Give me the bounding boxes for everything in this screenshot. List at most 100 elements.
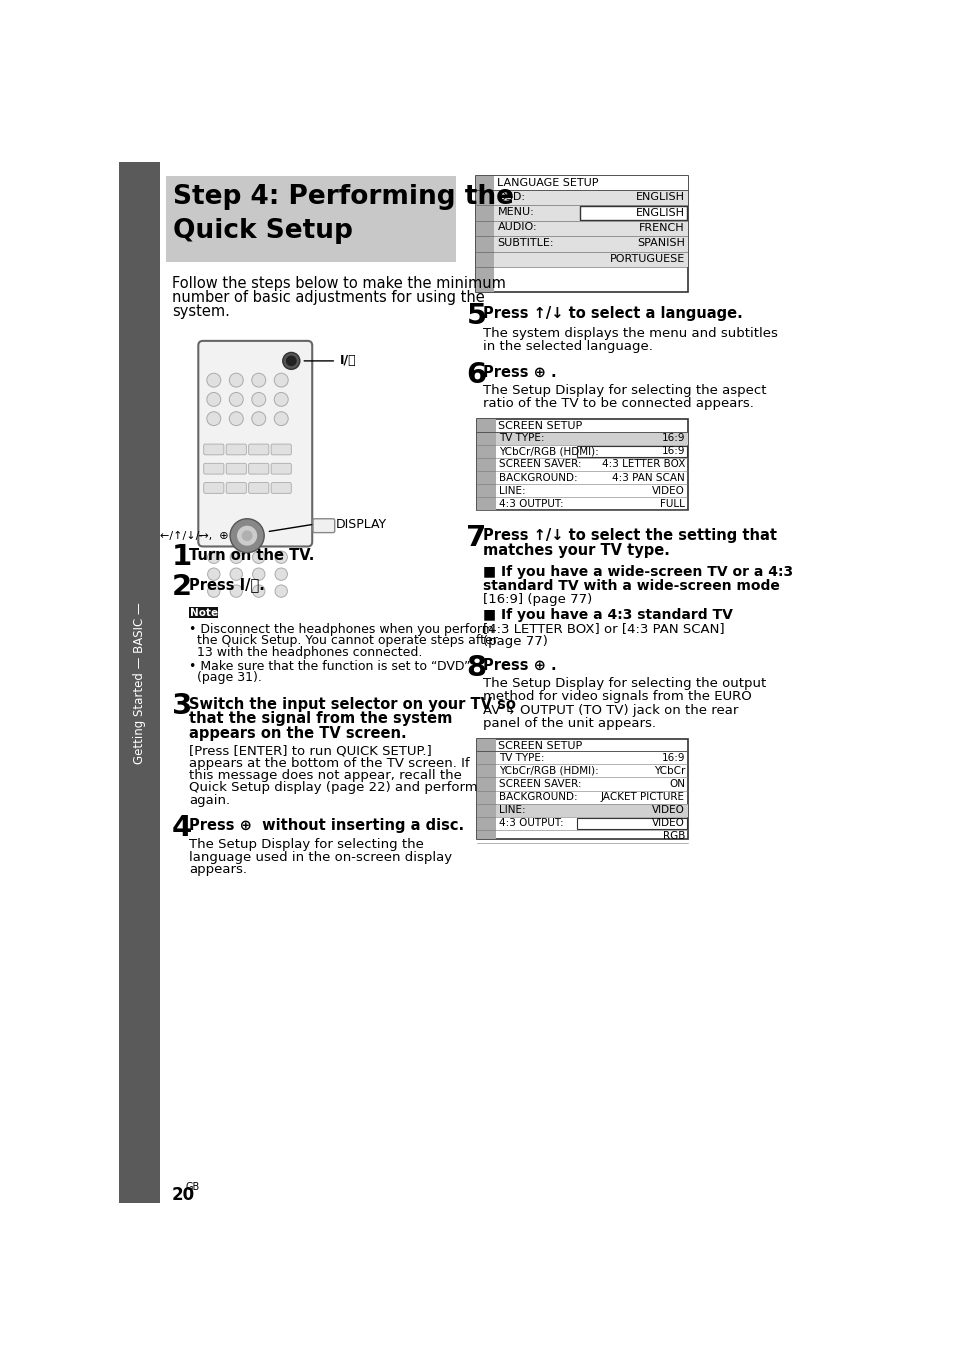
Text: The Setup Display for selecting the: The Setup Display for selecting the <box>189 838 423 852</box>
Text: • Disconnect the headphones when you perform: • Disconnect the headphones when you per… <box>189 623 494 635</box>
Bar <box>494 237 687 251</box>
Text: appears on the TV screen.: appears on the TV screen. <box>189 726 406 741</box>
Text: language used in the on-screen display: language used in the on-screen display <box>189 850 452 864</box>
Circle shape <box>253 585 265 598</box>
Text: Switch the input selector on your TV so: Switch the input selector on your TV so <box>189 696 516 711</box>
Bar <box>494 206 687 220</box>
Circle shape <box>252 392 266 407</box>
Text: LINE:: LINE: <box>498 806 525 815</box>
Bar <box>476 176 687 292</box>
Text: panel of the unit appears.: panel of the unit appears. <box>483 717 656 730</box>
Text: Follow the steps below to make the minimum: Follow the steps below to make the minim… <box>172 276 505 291</box>
Text: LINE:: LINE: <box>498 485 525 496</box>
Text: Press ⊕  without inserting a disc.: Press ⊕ without inserting a disc. <box>189 818 464 833</box>
Text: TV TYPE:: TV TYPE: <box>498 433 544 443</box>
Circle shape <box>274 552 287 564</box>
Text: ■ If you have a wide-screen TV or a 4:3: ■ If you have a wide-screen TV or a 4:3 <box>483 565 793 579</box>
Text: 16:9: 16:9 <box>660 433 684 443</box>
FancyBboxPatch shape <box>249 443 269 454</box>
Text: Turn on the TV.: Turn on the TV. <box>189 548 314 562</box>
Bar <box>476 176 494 292</box>
Text: again.: again. <box>189 794 230 807</box>
FancyBboxPatch shape <box>226 483 246 493</box>
FancyBboxPatch shape <box>204 443 224 454</box>
Text: 4:3 PAN SCAN: 4:3 PAN SCAN <box>612 473 684 483</box>
Text: YCbCr/RGB (HDMI):: YCbCr/RGB (HDMI): <box>498 446 598 457</box>
Text: SCREEN SETUP: SCREEN SETUP <box>497 741 582 750</box>
Text: [4:3 LETTER BOX] or [4:3 PAN SCAN]: [4:3 LETTER BOX] or [4:3 PAN SCAN] <box>483 622 724 635</box>
Bar <box>476 419 496 510</box>
Text: ←/↑/↓/→,  ⊕: ←/↑/↓/→, ⊕ <box>160 531 229 541</box>
Circle shape <box>274 412 288 426</box>
Text: [Press [ENTER] to run QUICK SETUP.]: [Press [ENTER] to run QUICK SETUP.] <box>189 745 432 757</box>
Text: 7: 7 <box>466 525 486 552</box>
Text: method for video signals from the EURO: method for video signals from the EURO <box>483 691 752 703</box>
Bar <box>577 446 686 457</box>
Text: ratio of the TV to be connected appears.: ratio of the TV to be connected appears. <box>483 397 754 410</box>
Circle shape <box>274 392 288 407</box>
Circle shape <box>208 552 220 564</box>
Circle shape <box>230 568 242 580</box>
Text: Press ↑/↓ to select the setting that: Press ↑/↓ to select the setting that <box>483 529 777 544</box>
Circle shape <box>208 568 220 580</box>
Text: Press ⊕ .: Press ⊕ . <box>483 658 557 673</box>
FancyBboxPatch shape <box>204 483 224 493</box>
Text: SCREEN SAVER:: SCREEN SAVER: <box>498 460 581 469</box>
Text: The system displays the menu and subtitles: The system displays the menu and subtitl… <box>483 327 778 339</box>
Text: 13 with the headphones connected.: 13 with the headphones connected. <box>189 646 422 658</box>
Text: this message does not appear, recall the: this message does not appear, recall the <box>189 769 461 781</box>
Bar <box>476 740 687 840</box>
Circle shape <box>282 353 299 369</box>
FancyBboxPatch shape <box>198 341 312 546</box>
Circle shape <box>207 392 220 407</box>
Text: (page 31).: (page 31). <box>189 671 262 684</box>
FancyBboxPatch shape <box>204 464 224 475</box>
Circle shape <box>241 530 253 541</box>
Text: Note: Note <box>190 608 217 618</box>
Circle shape <box>229 412 243 426</box>
Circle shape <box>207 412 220 426</box>
Bar <box>166 176 456 262</box>
Text: ON: ON <box>668 779 684 790</box>
Text: AUDIO:: AUDIO: <box>497 222 537 233</box>
Text: ■ If you have a 4:3 standard TV: ■ If you have a 4:3 standard TV <box>483 608 733 622</box>
Circle shape <box>230 585 242 598</box>
Bar <box>494 251 687 266</box>
Text: SPANISH: SPANISH <box>637 238 684 249</box>
Bar <box>189 607 218 618</box>
Text: 5: 5 <box>466 303 486 330</box>
Text: SCREEN SETUP: SCREEN SETUP <box>497 420 582 431</box>
Text: YCbCr/RGB (HDMI):: YCbCr/RGB (HDMI): <box>498 767 598 776</box>
Bar <box>476 740 496 840</box>
Bar <box>496 803 687 817</box>
Text: that the signal from the system: that the signal from the system <box>189 711 452 726</box>
Text: ENGLISH: ENGLISH <box>636 192 684 203</box>
Text: 16:9: 16:9 <box>660 753 684 763</box>
Text: Press ↑/↓ to select a language.: Press ↑/↓ to select a language. <box>483 307 742 322</box>
Text: in the selected language.: in the selected language. <box>483 341 653 353</box>
Text: LANGUAGE SETUP: LANGUAGE SETUP <box>497 177 598 188</box>
Text: TV TYPE:: TV TYPE: <box>498 753 544 763</box>
Circle shape <box>229 392 243 407</box>
Bar <box>577 818 686 829</box>
Circle shape <box>253 568 265 580</box>
Bar <box>494 191 687 206</box>
Circle shape <box>253 552 265 564</box>
Bar <box>494 176 687 191</box>
Text: 8: 8 <box>466 654 486 683</box>
Circle shape <box>207 373 220 387</box>
FancyBboxPatch shape <box>313 519 335 533</box>
Text: SCREEN SAVER:: SCREEN SAVER: <box>498 779 581 790</box>
Text: 16:9: 16:9 <box>660 446 684 457</box>
Circle shape <box>252 373 266 387</box>
Text: AV ↳ OUTPUT (TO TV) jack on the rear: AV ↳ OUTPUT (TO TV) jack on the rear <box>483 703 739 717</box>
Text: 3: 3 <box>172 692 193 721</box>
FancyBboxPatch shape <box>249 483 269 493</box>
Bar <box>579 206 686 220</box>
Text: [16:9] (page 77): [16:9] (page 77) <box>483 592 592 606</box>
Text: The Setup Display for selecting the aspect: The Setup Display for selecting the aspe… <box>483 384 766 397</box>
Text: FRENCH: FRENCH <box>639 223 684 233</box>
Circle shape <box>230 552 242 564</box>
Text: FULL: FULL <box>659 499 684 508</box>
Text: the Quick Setup. You cannot operate steps after: the Quick Setup. You cannot operate step… <box>189 634 497 648</box>
